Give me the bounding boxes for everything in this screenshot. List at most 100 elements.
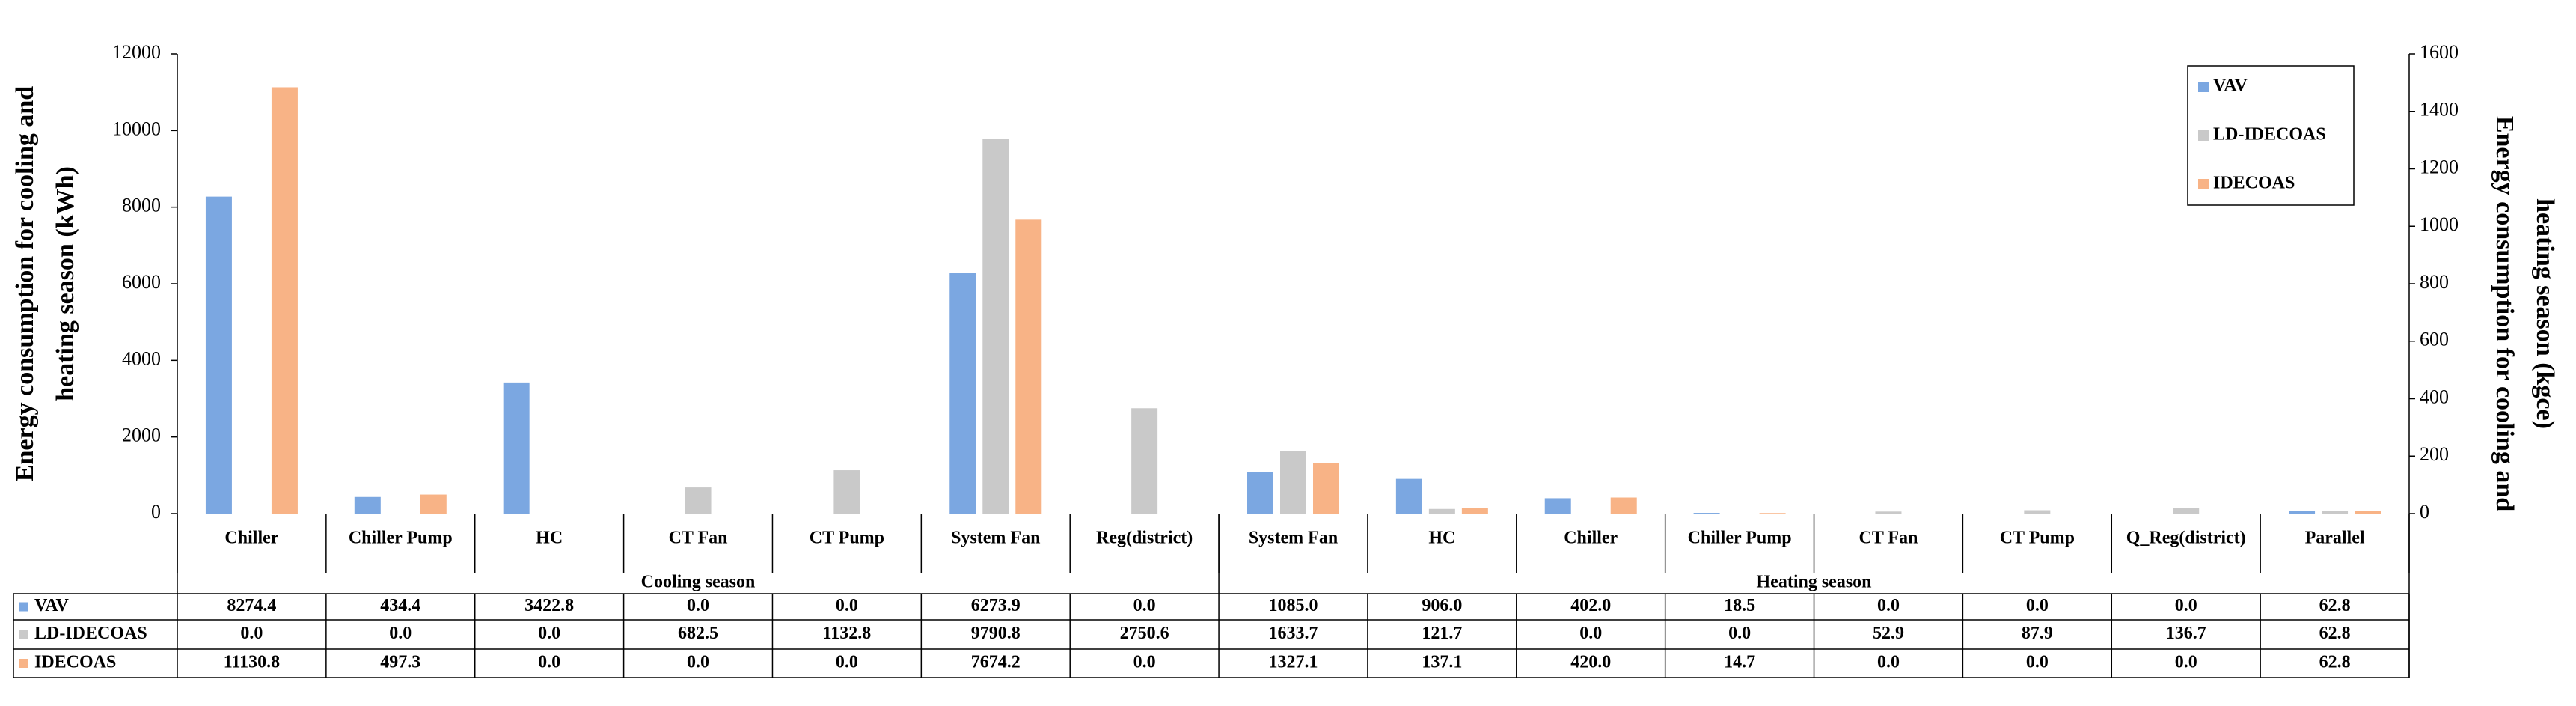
table-value: 0.0: [538, 624, 560, 643]
table-value: 136.7: [2166, 624, 2206, 643]
category-label: CT Pump: [810, 529, 884, 548]
table-value: 0.0: [1877, 653, 1900, 672]
table-value: 0.0: [687, 596, 709, 615]
y-tick-label: 6000: [122, 271, 161, 293]
table-value: 137.1: [1422, 653, 1462, 672]
bar: [354, 496, 381, 514]
category-label: Chiller: [1564, 529, 1618, 548]
table-value: 62.8: [2319, 653, 2351, 672]
bar: [833, 470, 860, 514]
category-label: CT Fan: [1859, 529, 1918, 548]
bar: [503, 382, 530, 514]
category-label: System Fan: [1249, 529, 1338, 548]
table-value: 0.0: [2175, 596, 2197, 615]
table-value: 7674.2: [971, 653, 1021, 672]
y-tick-label: 8000: [122, 195, 161, 216]
y2-tick-label: 1600: [2420, 41, 2459, 63]
table-value: 6273.9: [971, 596, 1021, 615]
table-series-name: VAV: [34, 596, 69, 615]
table-value: 497.3: [380, 653, 420, 672]
table-value: 420.0: [1570, 653, 1611, 672]
table-value: 0.0: [1877, 596, 1900, 615]
y2-tick-label: 600: [2420, 329, 2449, 350]
table-value: 1327.1: [1269, 653, 1318, 672]
table-value: 1085.0: [1269, 596, 1318, 615]
legend-swatch: [2198, 130, 2209, 141]
table-series-name: LD-IDECOAS: [34, 624, 147, 643]
table-value: 2750.6: [1120, 624, 1169, 643]
y-tick-label: 12000: [112, 41, 161, 63]
table-value: 9790.8: [971, 624, 1021, 643]
category-label: Chiller: [224, 529, 278, 548]
bar: [1759, 513, 1786, 514]
table-value: 906.0: [1422, 596, 1462, 615]
bar: [2173, 508, 2200, 514]
table-value: 0.0: [240, 624, 263, 643]
legend-box: [2187, 65, 2355, 206]
category-label: Q_Reg(district): [2126, 529, 2246, 548]
category-label: CT Fan: [669, 529, 728, 548]
table-value: 14.7: [1724, 653, 1755, 672]
table-swatch: [19, 659, 28, 668]
y2-tick-label: 1200: [2420, 156, 2459, 177]
y2-tick-label: 200: [2420, 443, 2449, 465]
table-swatch: [19, 602, 28, 612]
table-value: 0.0: [538, 653, 560, 672]
bar: [2024, 510, 2051, 514]
legend-swatch: [2198, 179, 2209, 189]
y2-tick-label: 0: [2420, 501, 2429, 523]
y-tick-label: 2000: [122, 424, 161, 446]
table-series-name: IDECOAS: [34, 653, 116, 672]
bar: [1875, 511, 1902, 514]
bar: [2322, 511, 2349, 514]
bar: [2355, 511, 2381, 514]
y-axis-title: heating season (kWh): [52, 166, 79, 401]
bar: [949, 273, 976, 514]
bar: [1544, 498, 1571, 514]
table-value: 0.0: [1579, 624, 1602, 643]
bar: [1461, 508, 1488, 514]
category-label: System Fan: [951, 529, 1040, 548]
table-value: 0.0: [2026, 653, 2049, 672]
table-value: 0.0: [1133, 596, 1156, 615]
category-label: Reg(district): [1096, 529, 1193, 548]
table-value: 62.8: [2319, 624, 2351, 643]
y-tick-label: 10000: [112, 118, 161, 139]
bar: [1693, 513, 1720, 514]
table-value: 0.0: [1133, 653, 1156, 672]
y-axis-title: Energy consumption for cooling and: [11, 86, 39, 481]
bar: [1280, 451, 1306, 514]
table-value: 11130.8: [224, 653, 280, 672]
category-label: CT Pump: [2000, 529, 2075, 548]
bar: [420, 494, 447, 514]
table-value: 8274.4: [227, 596, 276, 615]
legend-swatch: [2198, 82, 2209, 92]
y2-tick-label: 1000: [2420, 213, 2459, 235]
bar: [1395, 478, 1422, 514]
table-value: 0.0: [687, 653, 709, 672]
y2-tick-label: 1400: [2420, 99, 2459, 121]
table-value: 0.0: [1728, 624, 1751, 643]
table-value: 0.0: [836, 653, 858, 672]
table-value: 0.0: [389, 624, 412, 643]
table-value: 121.7: [1422, 624, 1462, 643]
bar: [205, 196, 232, 514]
legend-label: LD-IDECOAS: [2213, 125, 2326, 144]
table-value: 434.4: [380, 596, 420, 615]
table-value: 682.5: [678, 624, 718, 643]
legend-label: IDECOAS: [2213, 174, 2295, 193]
table-value: 87.9: [2022, 624, 2053, 643]
y2-tick-label: 800: [2420, 271, 2449, 293]
y2-axis-title: Energy consumption for cooling and: [2491, 116, 2518, 511]
table-value: 402.0: [1570, 596, 1611, 615]
group-label: Heating season: [1757, 573, 1872, 592]
bar: [1015, 219, 1042, 514]
bar: [1131, 408, 1158, 514]
category-label: Parallel: [2305, 529, 2365, 548]
bar: [982, 139, 1009, 514]
category-label: HC: [536, 529, 563, 548]
table-value: 52.9: [1873, 624, 1904, 643]
bar: [1428, 508, 1455, 514]
bar: [685, 487, 712, 514]
